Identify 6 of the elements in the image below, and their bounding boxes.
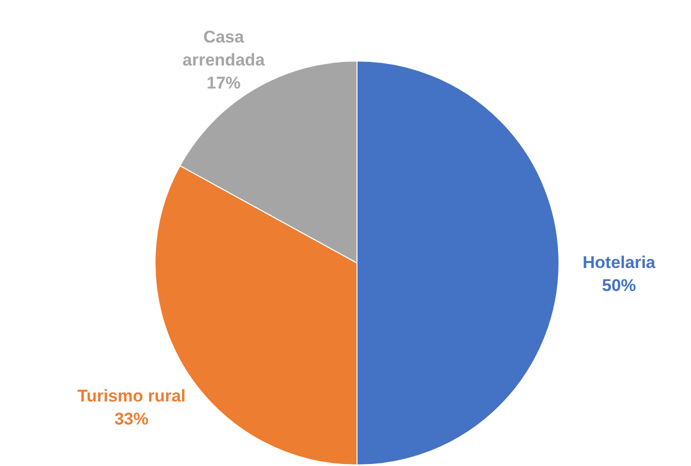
data-label: 50% — [602, 276, 636, 295]
slice-label: Hotelaria — [582, 253, 656, 272]
data-label: 33% — [114, 409, 148, 428]
slice-label: Turismo rural — [77, 386, 186, 406]
slice-label: Casa arrendada — [182, 27, 266, 70]
data-label: 17% — [206, 73, 241, 92]
